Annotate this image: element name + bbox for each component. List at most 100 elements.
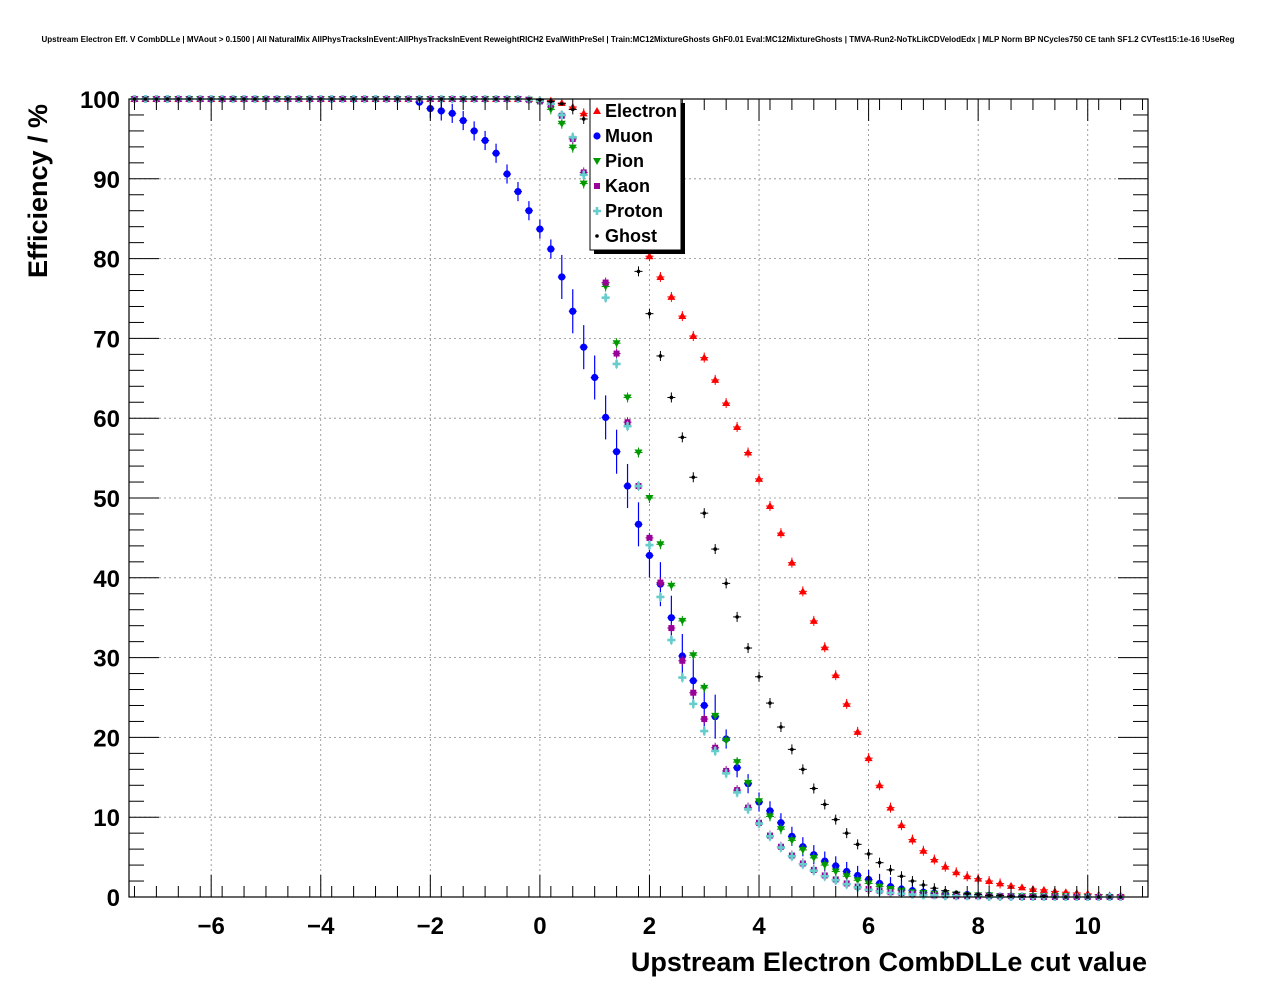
data-point xyxy=(831,876,840,885)
data-point xyxy=(776,843,785,852)
data-point xyxy=(612,359,621,368)
data-point xyxy=(557,120,566,128)
data-point xyxy=(765,832,774,841)
data-point xyxy=(656,272,665,280)
data-point xyxy=(787,852,796,861)
data-point xyxy=(798,860,807,869)
data-point xyxy=(689,332,698,340)
data-point xyxy=(765,813,774,821)
data-point xyxy=(877,860,882,865)
data-point xyxy=(678,673,687,682)
data-point xyxy=(820,862,829,870)
data-point xyxy=(798,846,807,854)
data-point xyxy=(755,819,764,828)
legend-box xyxy=(589,98,682,251)
data-point xyxy=(591,373,599,382)
data-point xyxy=(557,110,566,119)
data-point xyxy=(886,803,895,811)
data-point xyxy=(855,842,860,847)
y-tick-label: 20 xyxy=(93,725,120,752)
data-point xyxy=(612,448,621,456)
y-tick-label: 10 xyxy=(93,805,120,832)
data-point xyxy=(711,375,720,383)
data-point xyxy=(679,657,686,664)
data-point xyxy=(547,245,555,253)
data-point xyxy=(689,677,697,685)
data-point xyxy=(812,786,816,791)
data-point xyxy=(733,764,741,772)
data-point xyxy=(1039,885,1048,893)
data-point xyxy=(724,581,728,586)
data-point xyxy=(459,116,467,125)
data-point xyxy=(744,448,753,456)
data-point xyxy=(985,877,994,885)
data-point xyxy=(998,893,1002,898)
data-point xyxy=(733,422,742,430)
data-point xyxy=(536,225,544,233)
data-point xyxy=(623,422,632,431)
data-point xyxy=(941,862,950,870)
data-point xyxy=(634,520,643,528)
data-point xyxy=(656,541,665,549)
legend-entry: Muon xyxy=(605,126,653,146)
data-point xyxy=(667,292,676,300)
data-point xyxy=(842,880,851,889)
y-tick-label: 80 xyxy=(93,247,120,274)
data-point xyxy=(757,674,761,679)
data-point xyxy=(481,136,489,145)
data-point xyxy=(919,846,928,854)
y-axis-label: Efficiency / % xyxy=(23,104,53,278)
data-point xyxy=(657,579,664,586)
data-point xyxy=(568,144,577,152)
data-point xyxy=(713,547,717,551)
data-point xyxy=(700,701,708,710)
data-point xyxy=(735,615,739,619)
data-point xyxy=(636,269,641,274)
x-tick-label: 10 xyxy=(1074,913,1101,940)
x-tick-label: 6 xyxy=(862,913,875,940)
legend-marker xyxy=(594,183,600,189)
data-point xyxy=(691,475,696,480)
data-point xyxy=(700,353,709,361)
data-point xyxy=(776,529,785,537)
data-point xyxy=(755,798,764,806)
data-point xyxy=(820,643,829,651)
data-point xyxy=(525,207,533,215)
data-point xyxy=(678,312,687,320)
data-point xyxy=(790,747,794,752)
data-point xyxy=(833,817,838,822)
data-point xyxy=(779,725,783,729)
axis-ticks xyxy=(129,98,1148,898)
data-point xyxy=(711,712,720,720)
y-tick-label: 40 xyxy=(93,566,120,593)
data-point xyxy=(580,343,588,351)
chart-title: Upstream Electron Eff. V CombDLLe | MVAo… xyxy=(42,35,1235,44)
data-point xyxy=(787,558,796,566)
data-point xyxy=(853,877,862,885)
data-point xyxy=(647,311,652,316)
data-point xyxy=(514,187,522,196)
data-point xyxy=(645,252,654,260)
x-tick-label: 2 xyxy=(643,913,656,940)
data-point xyxy=(645,551,654,560)
data-point xyxy=(744,779,753,787)
data-point xyxy=(765,501,774,509)
y-tick-label: 100 xyxy=(80,87,120,114)
data-point xyxy=(601,293,610,302)
data-point xyxy=(579,109,588,117)
data-point xyxy=(832,862,840,870)
data-point xyxy=(996,879,1005,887)
data-point xyxy=(602,279,609,286)
data-point xyxy=(602,413,610,422)
data-point xyxy=(668,625,675,632)
data-point xyxy=(831,868,840,876)
legend-entry: Kaon xyxy=(605,176,650,196)
data-point xyxy=(963,872,972,880)
x-axis-label: Upstream Electron CombDLLe cut value xyxy=(631,947,1147,977)
x-tick-label: 0 xyxy=(533,913,546,940)
data-point xyxy=(864,754,873,762)
data-point xyxy=(690,689,697,696)
legend-entry: Proton xyxy=(605,201,663,221)
data-point xyxy=(809,616,818,624)
